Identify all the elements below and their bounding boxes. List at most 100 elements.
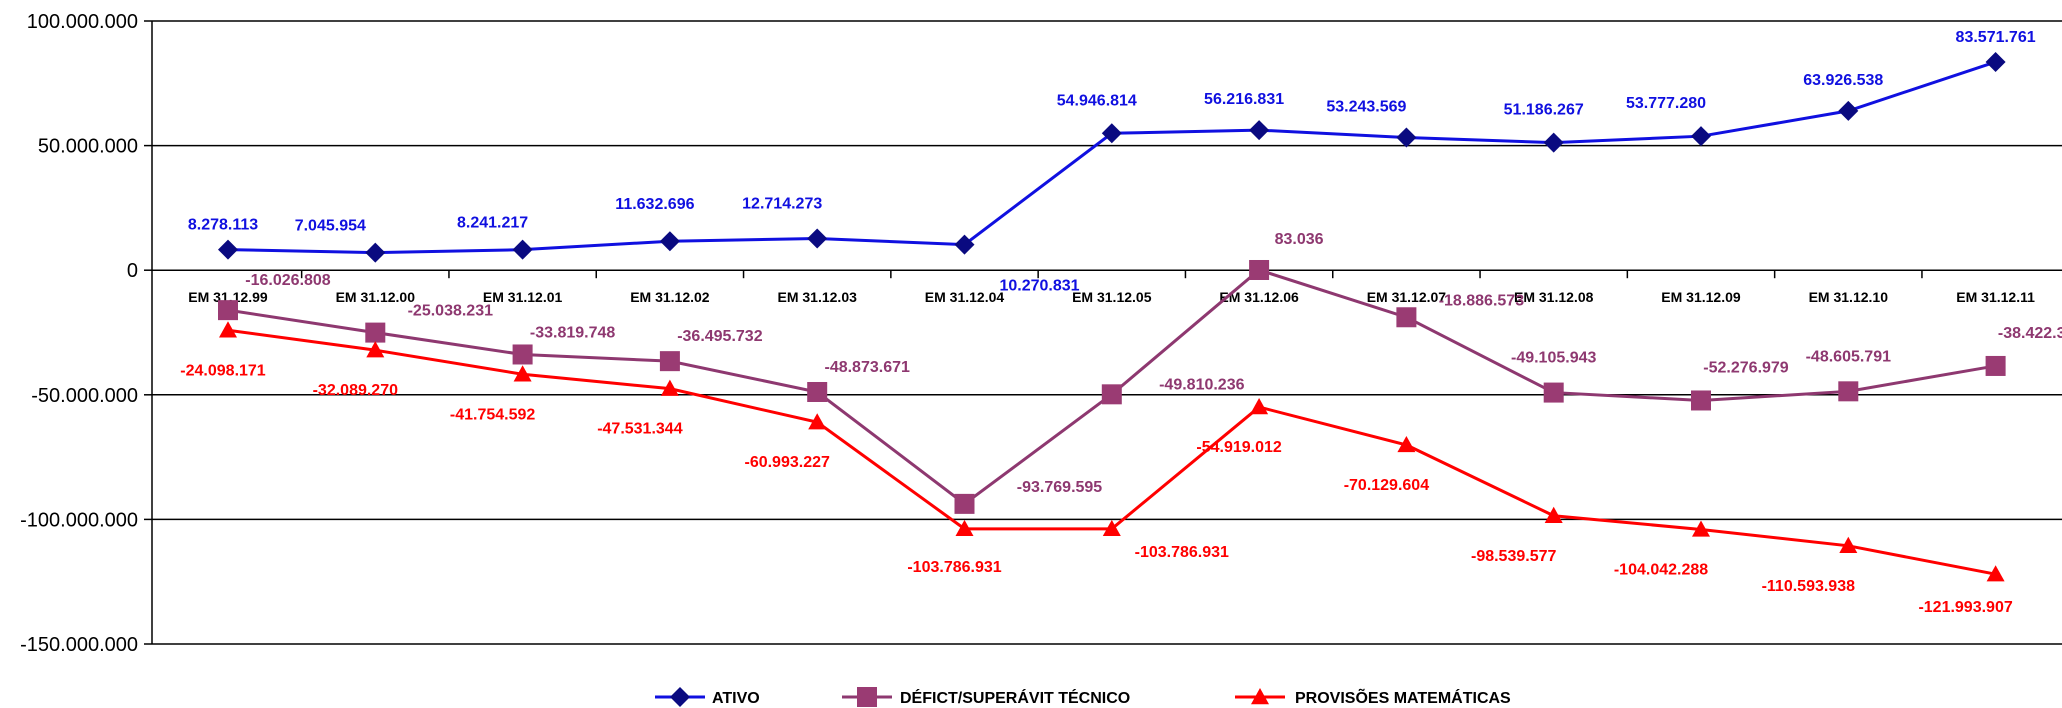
data-point — [512, 239, 533, 260]
data-label: -32.089.270 — [313, 382, 399, 399]
data-point — [808, 413, 827, 430]
data-point — [1692, 520, 1710, 537]
data-point — [954, 234, 975, 255]
data-label: -60.993.227 — [744, 454, 830, 471]
data-point — [1839, 536, 1858, 554]
x-tick-label: EM 31.12.03 — [778, 289, 858, 305]
y-tick-label: -150.000.000 — [20, 634, 138, 656]
data-point — [807, 381, 828, 402]
x-axis: EM 31.12.99 EM 31.12.00 EM 31.12.01 EM 31.1… — [188, 270, 2035, 305]
data-point — [1838, 100, 1859, 121]
data-point — [1838, 381, 1859, 402]
x-tick-label: EM 31.12.10 — [1809, 289, 1889, 305]
x-tick-label: EM 31.12.06 — [1219, 289, 1299, 305]
legend-label: PROVISÕES MATEMÁTICAS — [1295, 687, 1511, 707]
data-point — [1396, 307, 1417, 328]
x-tick-label: EM 31.12.09 — [1661, 289, 1741, 305]
data-point — [513, 365, 532, 382]
x-tick-label: EM 31.12.11 — [1956, 289, 2035, 305]
legend-marker — [857, 687, 877, 707]
data-point — [1691, 390, 1711, 411]
data-point — [365, 322, 386, 343]
data-label: -48.873.671 — [824, 359, 910, 376]
legend-marker — [670, 687, 690, 707]
data-point — [1396, 127, 1417, 148]
data-point — [1397, 435, 1416, 453]
data-point — [1543, 382, 1564, 403]
data-labels: 8.278.113 7.045.954 8.241.217 11.632.696 12.… — [180, 29, 2062, 616]
data-point — [1985, 51, 2006, 72]
legend-marker — [1251, 688, 1269, 705]
data-label: 56.216.831 — [1204, 91, 1284, 108]
y-tick-label: -100.000.000 — [20, 509, 138, 531]
data-point — [1102, 519, 1121, 537]
data-label: 11.632.696 — [615, 196, 694, 213]
data-label: -121.993.907 — [1918, 599, 2012, 616]
data-label: 54.946.814 — [1057, 92, 1137, 109]
data-point — [1544, 506, 1563, 523]
data-point — [1986, 565, 2005, 582]
data-point — [366, 341, 385, 358]
series-group — [218, 51, 2006, 582]
data-label: -98.539.577 — [1471, 548, 1557, 565]
x-tick-label: EM 31.12.00 — [336, 289, 416, 305]
data-label: -18.886.573 — [1439, 292, 1525, 309]
data-point — [218, 239, 238, 260]
data-label: 83.036 — [1275, 231, 1324, 248]
data-point — [1249, 120, 1270, 141]
data-point — [219, 321, 237, 338]
data-point — [1250, 398, 1269, 415]
x-tick-label: EM 31.12.01 — [483, 289, 563, 305]
data-label: -25.038.231 — [408, 303, 494, 320]
data-label: -47.531.344 — [597, 421, 683, 438]
data-point — [660, 379, 679, 396]
data-label: -70.129.604 — [1344, 477, 1430, 494]
data-label: 53.777.280 — [1626, 95, 1706, 112]
y-tick-label: 0 — [127, 260, 138, 282]
data-label: 8.241.217 — [457, 215, 528, 232]
data-point — [512, 344, 533, 365]
data-point — [365, 242, 386, 263]
data-label: -49.105.943 — [1511, 350, 1597, 367]
data-label: 8.278.113 — [188, 217, 258, 234]
data-label: -24.098.171 — [180, 362, 266, 379]
gridlines — [152, 20, 2062, 645]
x-tick-label: EM 31.12.07 — [1367, 289, 1447, 305]
data-label: -16.026.808 — [245, 272, 331, 289]
data-point — [659, 231, 680, 252]
data-label: 53.243.569 — [1326, 99, 1406, 116]
y-tick-label: -50.000.000 — [31, 385, 138, 407]
data-label: -36.495.732 — [677, 328, 763, 345]
legend-label: DÉFICT/SUPERÁVIT TÉCNICO — [900, 688, 1130, 707]
data-point — [1101, 384, 1122, 405]
data-point — [955, 519, 974, 537]
data-label: 51.186.267 — [1504, 102, 1584, 119]
data-label: 83.571.761 — [1956, 29, 2036, 46]
y-tick-label: 100.000.000 — [27, 11, 138, 33]
data-label: -104.042.288 — [1614, 561, 1708, 578]
data-point — [1101, 123, 1122, 144]
x-tick-label: EM 31.12.02 — [630, 289, 710, 305]
legend-label: ATIVO — [712, 690, 760, 707]
data-label: 7.045.954 — [295, 218, 366, 235]
data-label: -33.819.748 — [530, 324, 616, 341]
data-point — [1543, 132, 1564, 153]
x-tick-label: EM 31.12.05 — [1072, 289, 1152, 305]
data-label: 12.714.273 — [742, 196, 822, 213]
data-point — [954, 493, 975, 514]
data-label: -110.593.938 — [1762, 578, 1856, 595]
y-axis: 100.000.000 50.000.000 0 -50.000.000 -100.00… — [20, 11, 153, 656]
data-label: -93.769.595 — [1017, 479, 1103, 496]
y-tick-label: 50.000.000 — [38, 136, 138, 158]
data-label: -54.919.012 — [1196, 439, 1282, 456]
data-label: -52.276.979 — [1703, 359, 1789, 376]
data-label: -103.786.931 — [907, 559, 1001, 576]
data-label: -41.754.592 — [450, 406, 536, 423]
data-label: -49.810.236 — [1159, 376, 1245, 393]
x-tick-label: EM 31.12.99 — [188, 289, 268, 305]
x-tick-label: EM 31.12.04 — [925, 289, 1005, 305]
data-label: 10.270.831 — [999, 278, 1079, 295]
data-point — [659, 351, 680, 372]
data-label: 63.926.538 — [1803, 72, 1883, 89]
